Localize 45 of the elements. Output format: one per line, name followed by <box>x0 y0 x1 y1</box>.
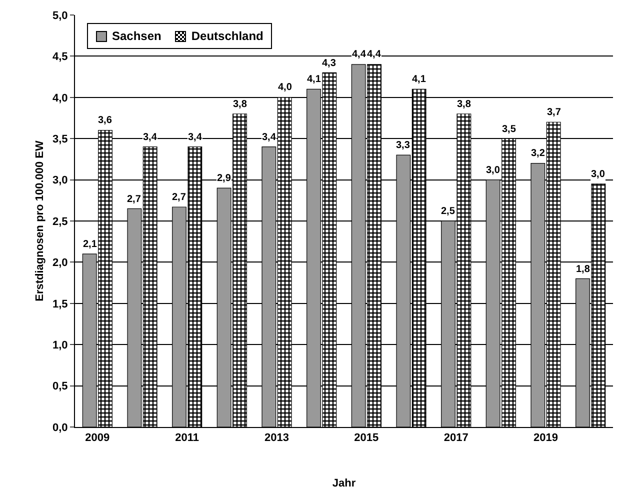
data-label: 3,7 <box>547 107 562 118</box>
x-tick-label: 2011 <box>175 432 200 444</box>
data-label: 3,8 <box>233 99 248 110</box>
y-tick-label: 2,0 <box>52 257 68 270</box>
data-label: 4,4 <box>367 49 382 60</box>
y-tick-label: 2,5 <box>52 216 68 228</box>
data-label: 3,8 <box>457 99 472 110</box>
data-label: 4,1 <box>307 74 322 85</box>
data-label: 3,0 <box>591 169 606 180</box>
x-axis-title: Jahr <box>332 477 356 490</box>
y-tick-label: 0,0 <box>52 422 68 434</box>
data-label: 3,6 <box>98 115 112 126</box>
data-label: 2,9 <box>217 173 232 184</box>
y-axis-title: Erstdiagnosen pro 100.000 EW <box>34 140 46 302</box>
data-label: 4,0 <box>278 82 292 93</box>
y-tick-label: 4,5 <box>52 51 68 64</box>
x-tick-label: 2009 <box>85 432 110 444</box>
data-label: 3,2 <box>531 148 546 159</box>
data-label: 3,4 <box>188 132 202 143</box>
data-label: 2,1 <box>83 239 98 250</box>
x-tick-label: 2019 <box>534 432 558 444</box>
data-label: 2,7 <box>127 194 142 205</box>
y-tick-label: 0,5 <box>52 380 68 393</box>
data-label: 2,7 <box>172 192 186 203</box>
data-label: 3,4 <box>143 132 158 143</box>
y-tick-label: 3,0 <box>52 174 68 187</box>
data-label: 3,4 <box>262 132 276 143</box>
y-tick-label: 4,0 <box>52 92 68 104</box>
data-label: 3,5 <box>502 124 516 135</box>
data-label: 4,4 <box>352 49 366 60</box>
data-label: 4,1 <box>412 74 426 85</box>
data-label: 1,8 <box>576 264 590 275</box>
legend-label: Deutschland <box>191 29 264 43</box>
y-tick-label: 5,0 <box>52 10 68 22</box>
x-tick-label: 2017 <box>444 432 468 444</box>
x-tick-label: 2015 <box>354 432 379 444</box>
y-tick-label: 1,0 <box>52 339 68 352</box>
data-label: 3,0 <box>486 165 500 176</box>
data-label: 4,3 <box>322 58 336 69</box>
data-label: 2,5 <box>441 206 456 217</box>
legend-label: Sachsen <box>112 29 162 43</box>
data-label: 3,3 <box>396 140 410 151</box>
x-tick-label: 2013 <box>264 432 289 444</box>
y-tick-label: 3,5 <box>52 133 68 146</box>
y-tick-label: 1,5 <box>52 298 68 310</box>
